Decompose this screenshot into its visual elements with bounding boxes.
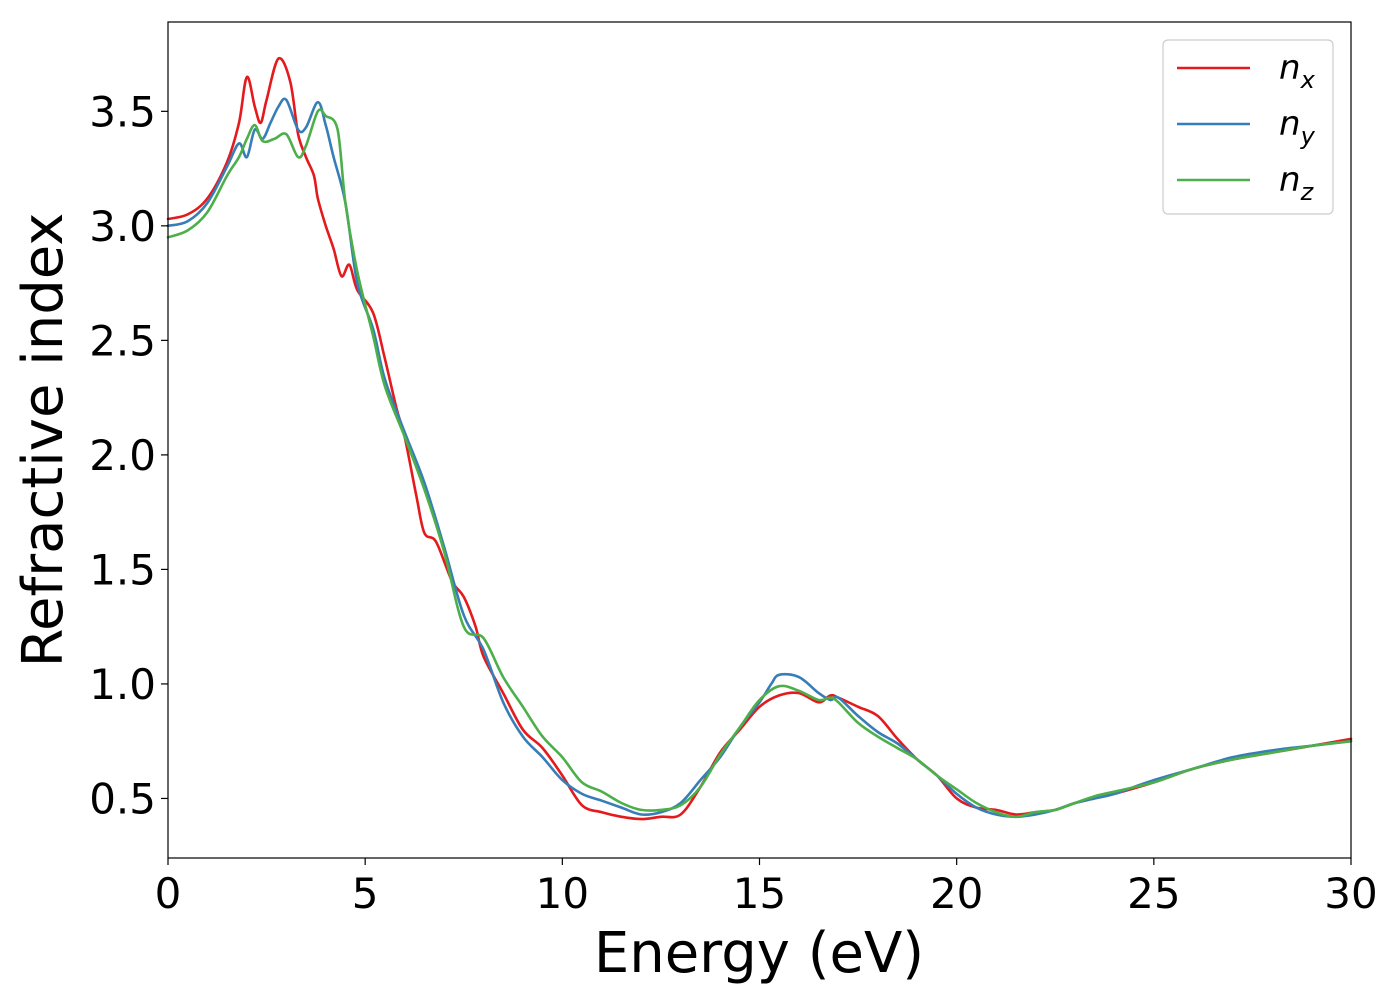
x-tick-label: 10 <box>536 869 589 918</box>
x-tick-label: 5 <box>352 869 379 918</box>
y-tick-label: 2.5 <box>89 316 156 365</box>
x-tick-label: 15 <box>733 869 786 918</box>
series-line-nx <box>166 56 1353 821</box>
plot-background <box>168 22 1351 858</box>
y-axis-title: Refractive index <box>11 213 76 668</box>
x-tick-label: 25 <box>1127 869 1180 918</box>
legend-label-nz: nz <box>1279 160 1315 206</box>
legend-label-ny: ny <box>1279 104 1316 150</box>
legend-label-nx: nx <box>1279 48 1316 94</box>
y-tick-label: 0.5 <box>89 774 156 823</box>
legend-box <box>1162 39 1334 215</box>
y-tick-label: 1.0 <box>89 660 156 709</box>
series-line-nz <box>166 108 1353 819</box>
y-tick-label: 2.0 <box>89 431 156 480</box>
y-tick-label: 1.5 <box>89 545 156 594</box>
y-axis: 0.5 1.0 1.5 2.0 2.5 3.0 3.5 <box>89 87 168 823</box>
legend: nx ny nz <box>1162 39 1334 215</box>
series-layer <box>166 56 1353 821</box>
x-tick-label: 0 <box>155 869 182 918</box>
x-axis: 0 5 10 15 20 25 30 <box>155 858 1378 918</box>
x-axis-title: Energy (eV) <box>594 921 924 986</box>
y-tick-label: 3.0 <box>89 202 156 251</box>
x-tick-label: 30 <box>1324 869 1377 918</box>
x-tick-label: 20 <box>930 869 983 918</box>
y-tick-label: 3.5 <box>89 87 156 136</box>
